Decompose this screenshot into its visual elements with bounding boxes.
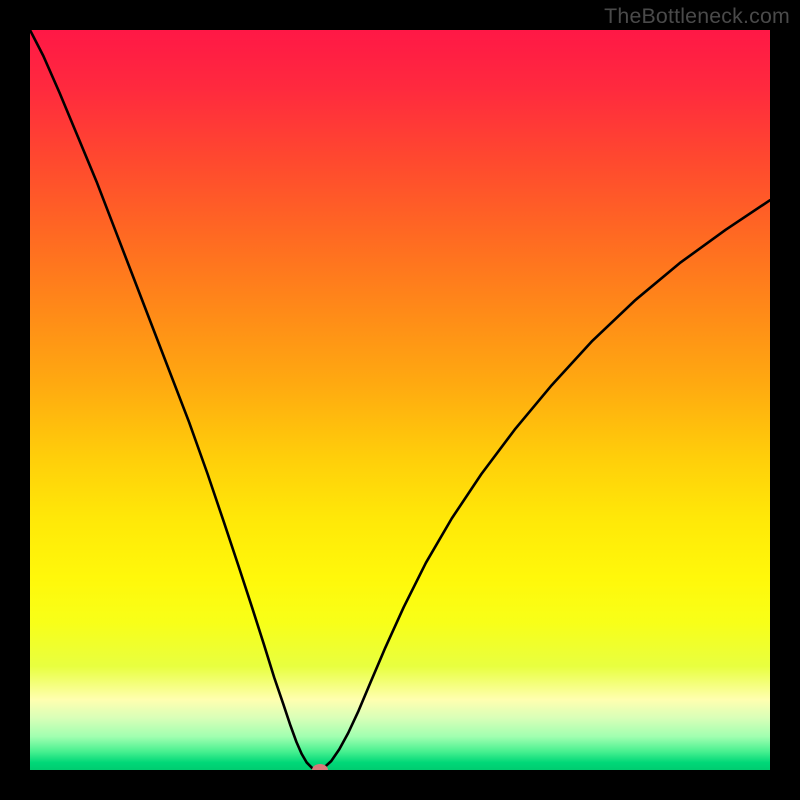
background-gradient	[30, 30, 770, 770]
optimum-marker	[312, 764, 328, 770]
plot-area	[30, 30, 770, 770]
watermark-text: TheBottleneck.com	[604, 4, 790, 29]
chart-outer-frame: TheBottleneck.com	[0, 0, 800, 800]
